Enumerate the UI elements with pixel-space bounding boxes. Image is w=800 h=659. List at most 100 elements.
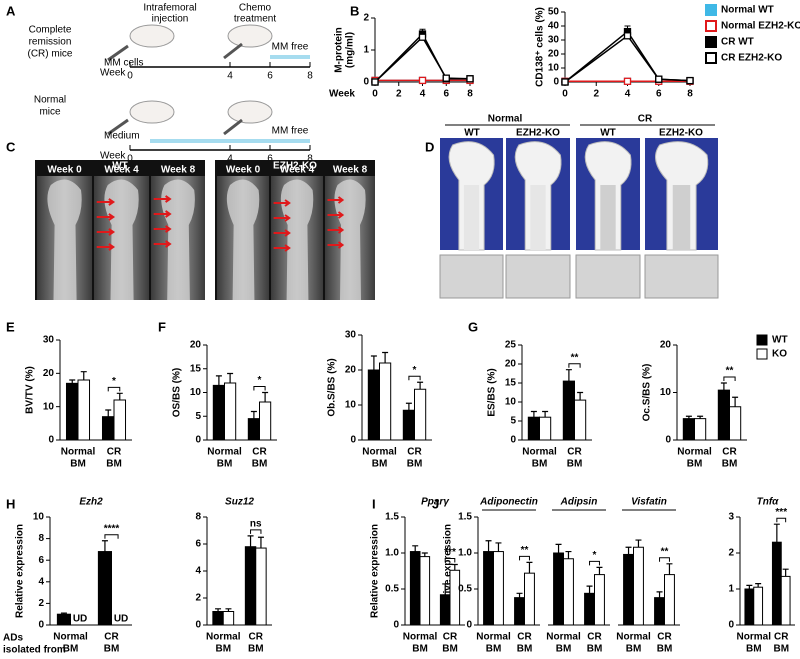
- panel-label: E: [6, 319, 15, 334]
- bar: [514, 597, 526, 626]
- x-tick-label: BM: [372, 459, 388, 470]
- legend-label: WT: [772, 335, 788, 346]
- error-bar: [412, 545, 419, 552]
- y-tick-label: 1.5: [458, 512, 472, 523]
- error-bar: [596, 566, 603, 575]
- label: remission: [29, 37, 72, 48]
- label: treatment: [234, 14, 276, 25]
- genotype-label: WT: [464, 128, 480, 139]
- x-tick-label: 2: [396, 89, 402, 100]
- bar: [493, 551, 504, 626]
- x-tick-label: CR: [443, 632, 458, 643]
- marker: [442, 74, 450, 82]
- y-tick-label: 10: [548, 63, 560, 74]
- error-bar: [782, 568, 789, 577]
- ct-inner: [530, 185, 546, 250]
- significance-label: ***: [775, 507, 787, 518]
- error-bar: [105, 409, 112, 417]
- bone: [47, 179, 82, 300]
- x-tick-label: BM: [70, 459, 86, 470]
- error-bar: [773, 523, 780, 543]
- legend-label: KO: [772, 349, 787, 360]
- error-bar: [635, 539, 642, 548]
- y-axis-label: Relative expression: [443, 524, 454, 618]
- y-tick-label: 2: [728, 548, 734, 559]
- arrow: [153, 195, 172, 203]
- bar: [414, 388, 427, 441]
- significance-label: **: [571, 352, 579, 363]
- timeline-ticks: [129, 62, 311, 67]
- y-tick-label: 50: [548, 7, 560, 18]
- group-label: CR: [638, 114, 653, 125]
- y-tick-label: 0: [510, 435, 516, 446]
- label: 4: [227, 71, 233, 82]
- error-bar: [69, 379, 76, 384]
- schematic: Intrafemoral injection Chemo treatment C…: [28, 3, 314, 165]
- error-bar: [565, 369, 572, 382]
- legend-label: CR WT: [721, 37, 754, 48]
- error-bar: [755, 583, 762, 588]
- significance-label: *: [112, 376, 116, 387]
- error-bar: [80, 371, 87, 380]
- error-bar: [442, 583, 449, 595]
- chart: 0 0.5 1.0 1.5 Relative expression Pparγ Normal…: [370, 497, 465, 655]
- y-tick-label: 10: [33, 512, 45, 523]
- significance-bracket: [568, 363, 581, 368]
- y-tick-label: 1: [728, 584, 734, 595]
- significance-label: **: [521, 545, 529, 556]
- y-tick-label: 0: [393, 620, 399, 631]
- y-tick-label: 10: [43, 401, 55, 412]
- y-tick-label: 0: [728, 620, 734, 631]
- x-tick-label: 0: [372, 89, 378, 100]
- arrow: [273, 199, 291, 207]
- y-tick-label: 15: [505, 378, 517, 389]
- y-axis-label: Ob.S/BS (%): [327, 358, 338, 416]
- bar: [247, 418, 261, 441]
- label: Normal: [34, 95, 66, 106]
- bar: [379, 362, 392, 441]
- x-tick-label: BM: [486, 644, 502, 655]
- significance-bracket: [444, 558, 456, 563]
- error-bar: [421, 552, 428, 557]
- significance-label: *: [258, 375, 262, 386]
- syringe: [107, 42, 243, 62]
- bar: [224, 382, 237, 441]
- x-tick-label: Normal: [737, 632, 772, 643]
- marker: [466, 75, 474, 83]
- x-tick-label: CR: [657, 632, 672, 643]
- y-tick-label: 0: [553, 77, 559, 88]
- x-tick-label: BM: [104, 644, 120, 655]
- chart-title: Ezh2: [79, 497, 103, 508]
- y-tick-label: 4: [195, 566, 201, 577]
- label: Week: [100, 151, 126, 162]
- x-tick-label: BM: [412, 644, 428, 655]
- y-tick-label: 6: [195, 539, 201, 550]
- bar: [527, 416, 540, 441]
- significance-bracket: [253, 386, 266, 391]
- week-label: Week 4: [104, 165, 139, 176]
- bar: [664, 574, 675, 626]
- bar: [717, 389, 730, 441]
- error-bar: [257, 536, 264, 549]
- error-bar: [250, 410, 257, 419]
- row-caption: isolated from: [3, 645, 66, 656]
- x-tick-label: Normal: [206, 632, 241, 643]
- label: 4: [227, 154, 233, 165]
- x-tick-label: 4: [625, 89, 631, 100]
- y-axis-label: Relative expression: [15, 524, 26, 618]
- y-tick-label: 20: [190, 340, 202, 351]
- x-tick-label: CR: [407, 447, 422, 458]
- microct-panel: Normal CR WT EZH2-KO WT EZH2-KO: [439, 114, 719, 299]
- arrow: [96, 243, 116, 251]
- x-tick-label: 0: [562, 89, 568, 100]
- label: Intrafemoral: [143, 3, 196, 14]
- x-tick-label: Normal: [677, 447, 712, 458]
- x-tick-label: BM: [687, 459, 703, 470]
- bar: [212, 384, 226, 441]
- x-tick-label: 2: [593, 89, 599, 100]
- bone: [104, 179, 139, 300]
